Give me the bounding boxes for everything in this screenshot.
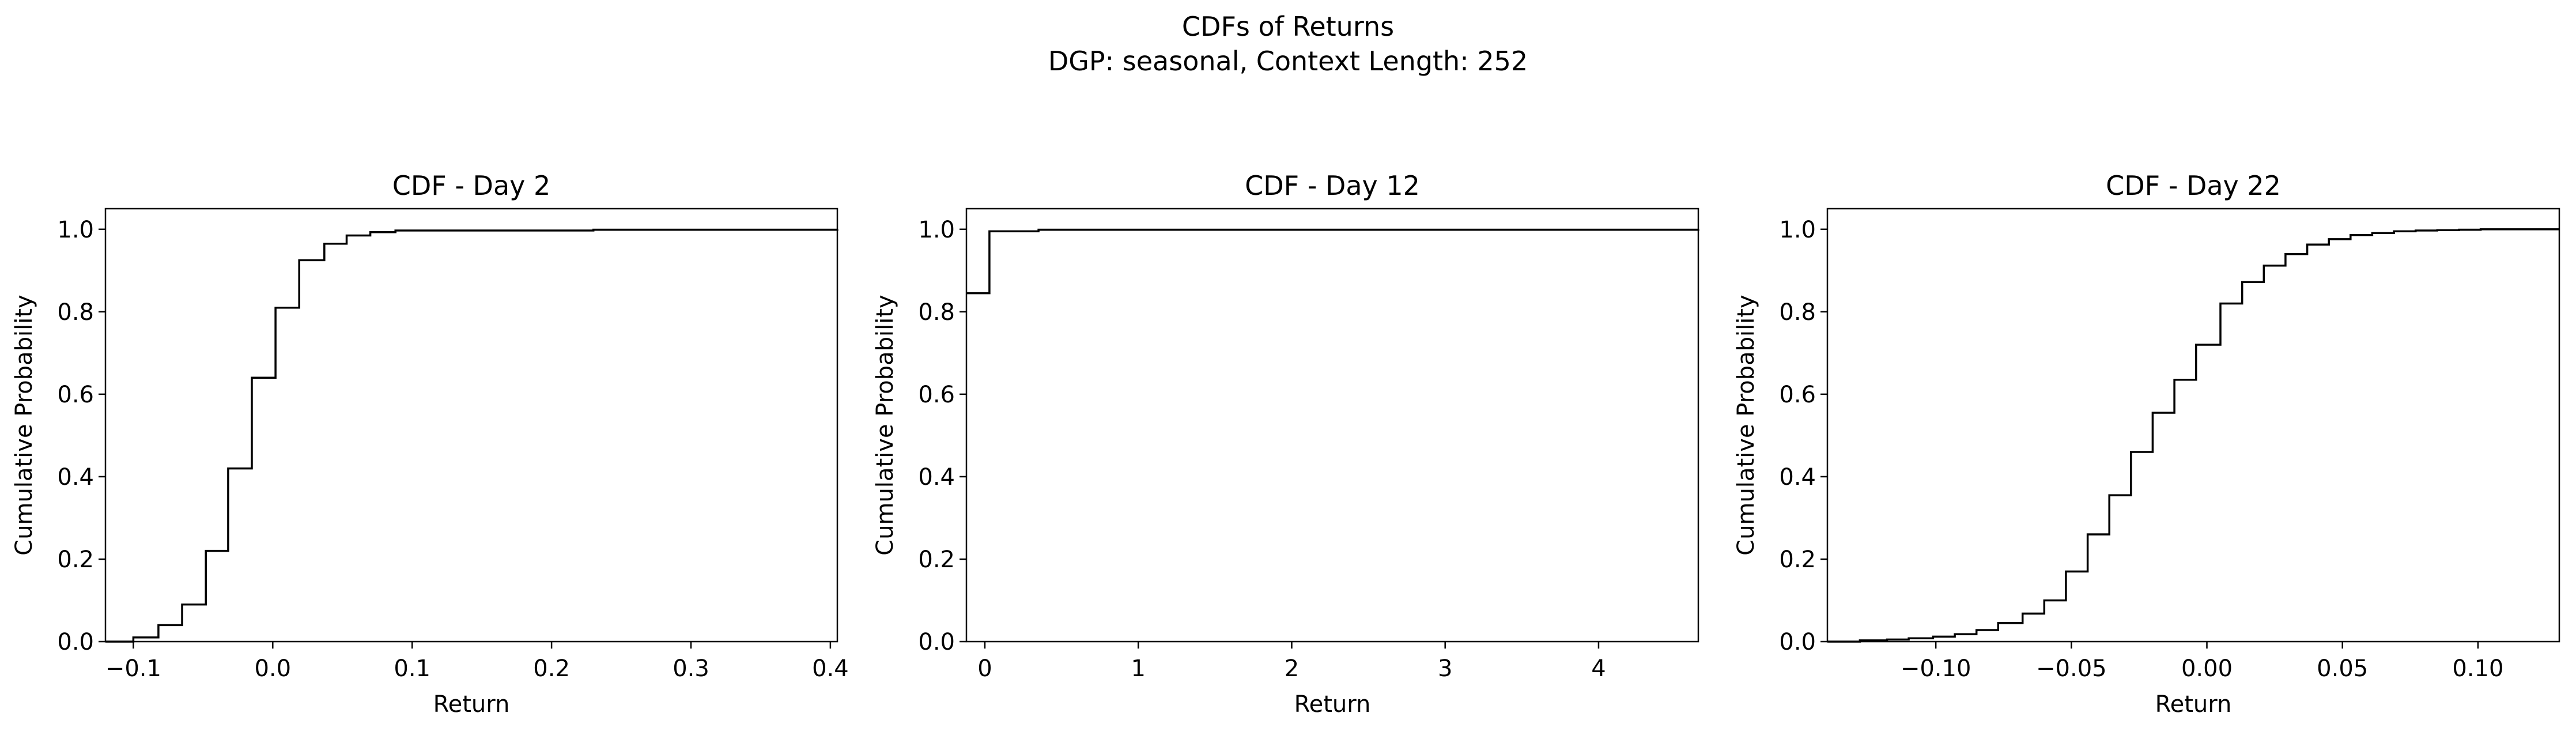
x-tick-label: 2	[1285, 655, 1299, 682]
x-tick-label: 0.2	[533, 655, 570, 682]
y-tick-label: 0.4	[1779, 464, 1816, 491]
axes-frame	[965, 208, 1699, 643]
x-tick-label: 0.05	[2317, 655, 2368, 682]
y-tick-label: 0.6	[918, 382, 955, 408]
cdf-step-line	[1827, 228, 2559, 643]
figure-title: CDFs of Returns	[1182, 11, 1394, 42]
x-tick-label: 4	[1591, 655, 1606, 682]
y-tick-label: 0.8	[57, 299, 94, 326]
y-tick-label: 0.2	[57, 546, 94, 573]
figure-subtitle: DGP: seasonal, Context Length: 252	[1048, 46, 1528, 77]
x-axis-label: Return	[2155, 691, 2232, 718]
y-tick-label: 1.0	[57, 217, 94, 243]
subplot-day-2: CDF - Day 2 Return Cumulative Probabilit…	[11, 170, 849, 718]
y-axis-label: Cumulative Probability	[872, 295, 898, 555]
x-axis-label: Return	[433, 691, 510, 718]
x-tick-label: 1	[1131, 655, 1145, 682]
x-tick-label: −0.10	[1901, 655, 1971, 682]
cdf-step-line	[105, 228, 838, 643]
x-tick-label: −0.1	[105, 655, 161, 682]
axes-frame	[1826, 208, 2560, 643]
y-tick-label: 0.2	[1779, 546, 1816, 573]
y-tick-label: 0.4	[57, 464, 94, 491]
y-tick-label: 0.0	[918, 629, 955, 655]
y-tick-label: 0.0	[57, 629, 94, 655]
y-tick-label: 0.0	[1779, 629, 1816, 655]
y-tick-label: 0.4	[918, 464, 955, 491]
x-tick-label: 0.10	[2452, 655, 2503, 682]
x-tick-label: 0.1	[394, 655, 430, 682]
subplot-day-22: CDF - Day 22 Return Cumulative Probabili…	[1733, 170, 2560, 718]
x-tick-label: −0.05	[2036, 655, 2107, 682]
y-tick-label: 0.8	[918, 299, 955, 326]
subplot-title: CDF - Day 22	[2106, 170, 2281, 201]
x-tick-label: 3	[1438, 655, 1452, 682]
axes-frame	[104, 208, 838, 643]
subplot-title: CDF - Day 2	[392, 170, 551, 201]
x-tick-label: 0	[977, 655, 992, 682]
y-tick-label: 1.0	[918, 217, 955, 243]
x-tick-label: 0.0	[254, 655, 291, 682]
subplot-day-12: CDF - Day 12 Return Cumulative Probabili…	[872, 170, 1699, 718]
y-tick-label: 0.8	[1779, 299, 1816, 326]
y-axis-label: Cumulative Probability	[1733, 295, 1759, 555]
y-tick-label: 0.6	[57, 382, 94, 408]
subplot-title: CDF - Day 12	[1245, 170, 1420, 201]
x-axis-label: Return	[1294, 691, 1371, 718]
x-tick-label: 0.4	[812, 655, 849, 682]
x-tick-label: 0.00	[2181, 655, 2233, 682]
y-tick-label: 0.6	[1779, 382, 1816, 408]
y-tick-label: 1.0	[1779, 217, 1816, 243]
y-tick-label: 0.2	[918, 546, 955, 573]
y-axis-label: Cumulative Probability	[11, 295, 37, 555]
x-tick-label: 0.3	[673, 655, 709, 682]
